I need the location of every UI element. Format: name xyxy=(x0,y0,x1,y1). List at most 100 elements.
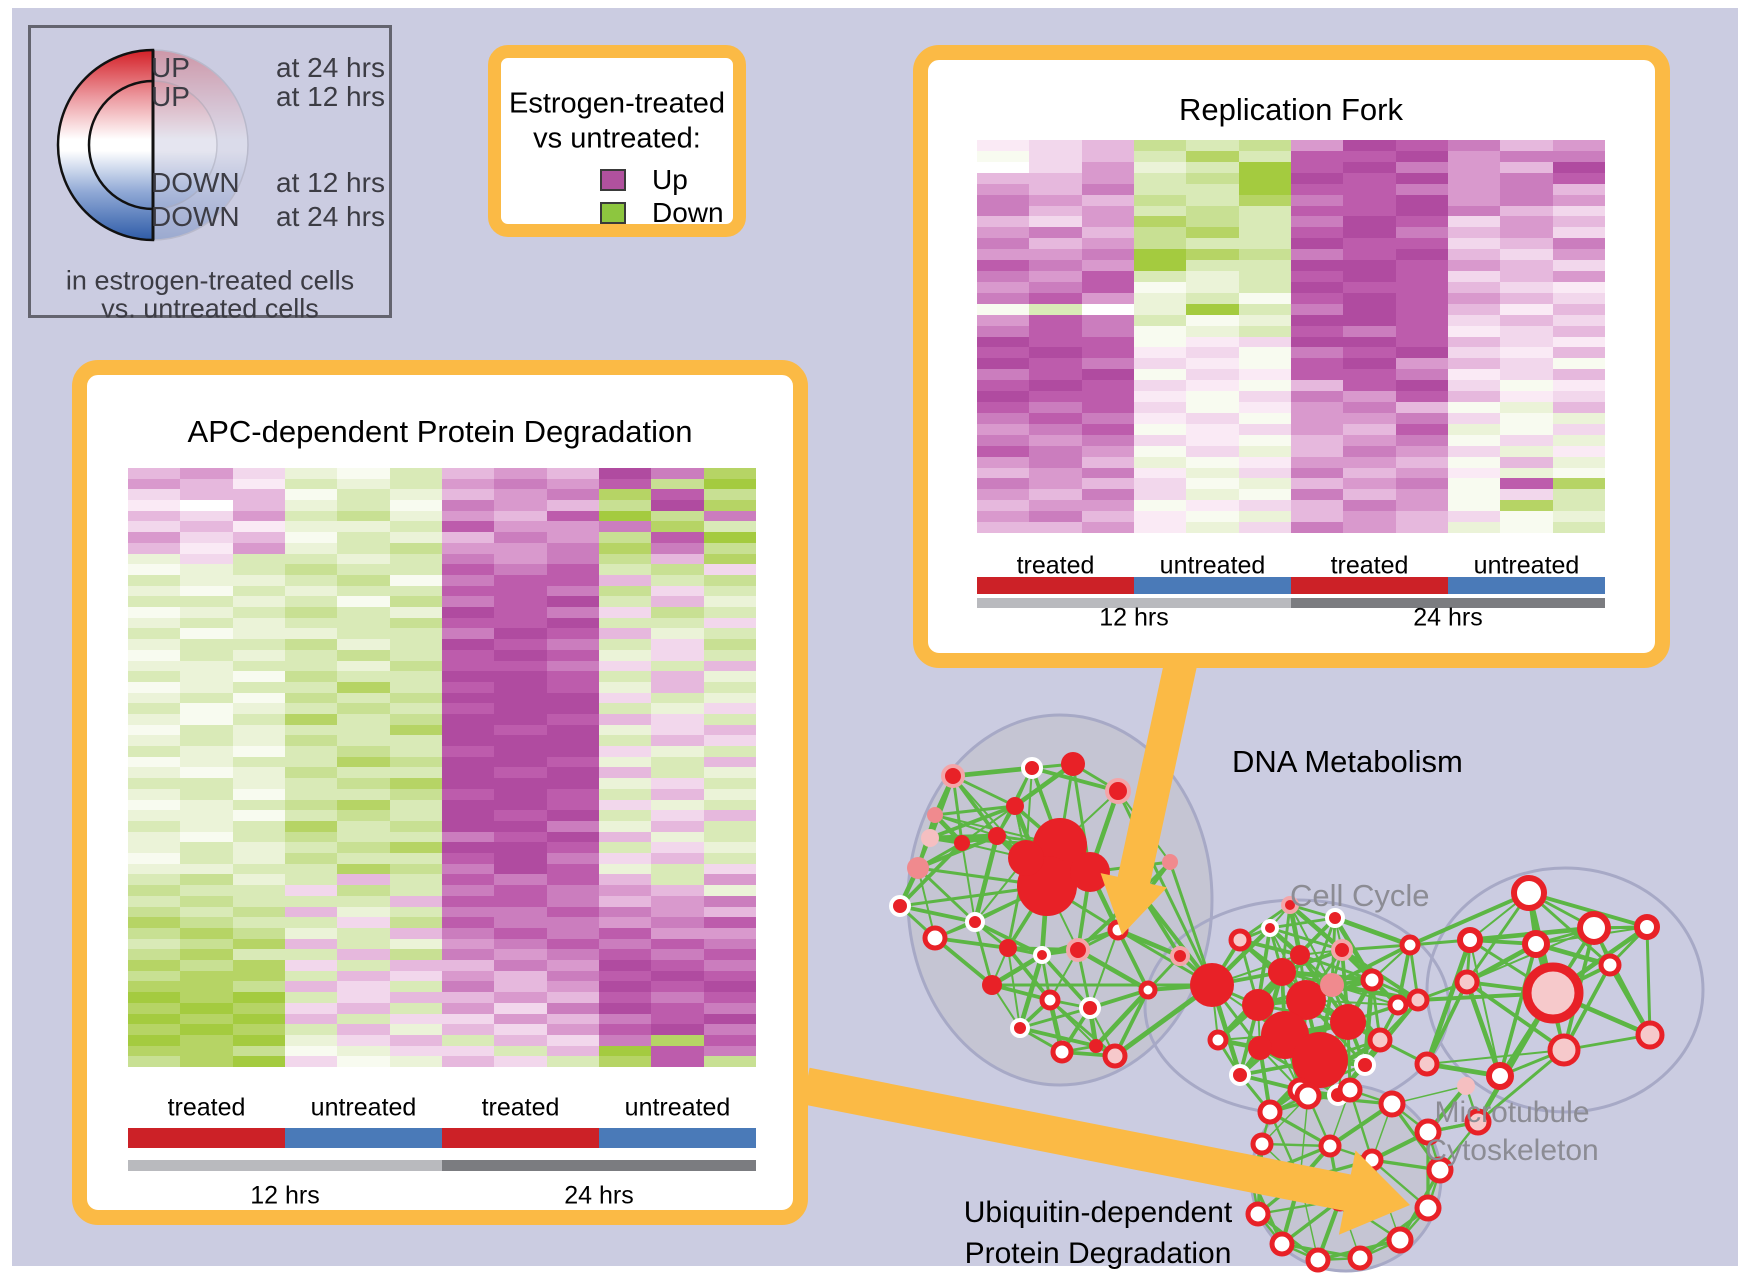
heatmap-cell xyxy=(977,314,1030,326)
heatmap-cell xyxy=(128,842,181,854)
heatmap-cell xyxy=(1343,500,1396,512)
heatmap-cell xyxy=(337,885,390,896)
gene-node xyxy=(1305,1247,1331,1273)
heatmap-cell xyxy=(128,489,181,501)
network-edge xyxy=(1268,916,1337,930)
up-color-swatch xyxy=(600,169,626,191)
heatmap-cell xyxy=(389,468,442,479)
heatmap-cell xyxy=(1447,292,1501,304)
cluster-label-ubiquitin: Ubiquitin-dependent xyxy=(964,1196,1233,1229)
gene-node xyxy=(1547,1033,1581,1067)
heatmap-cell xyxy=(651,853,704,864)
heatmap-cell xyxy=(180,724,233,736)
heatmap-cell xyxy=(1500,227,1553,239)
heatmap-cell xyxy=(494,853,547,864)
heatmap-row xyxy=(128,553,756,565)
heatmap-cell xyxy=(1395,445,1448,457)
heatmap-row xyxy=(977,391,1605,402)
gene-node xyxy=(1269,1231,1295,1257)
heatmap-cell xyxy=(180,863,233,875)
heatmap-cell xyxy=(494,714,547,725)
heatmap-cell xyxy=(1081,434,1134,446)
heatmap-cell xyxy=(1395,292,1448,304)
heatmap-cell xyxy=(1133,260,1187,271)
heatmap-cell xyxy=(284,532,338,543)
heatmap-cell xyxy=(546,981,599,993)
heatmap-cell xyxy=(977,238,1030,250)
heatmap-cell xyxy=(232,970,285,982)
gene-node xyxy=(1635,1020,1665,1050)
heatmap-cell xyxy=(1395,336,1448,348)
gene-node xyxy=(1347,1245,1373,1271)
heatmap-cell xyxy=(441,574,495,586)
heatmap-cell xyxy=(1552,423,1605,435)
gene-node xyxy=(1414,1118,1442,1146)
heatmap-cell xyxy=(598,842,652,854)
heatmap-cell xyxy=(1290,445,1344,457)
heatmap-row xyxy=(977,347,1605,359)
heatmap-cell xyxy=(598,500,652,511)
heatmap-cell xyxy=(180,799,233,811)
heatmap-cell xyxy=(1552,205,1605,217)
heatmap-row xyxy=(128,820,756,832)
heatmap-cell xyxy=(128,574,181,586)
heatmap-cell xyxy=(1395,511,1448,523)
heatmap-cell xyxy=(337,927,390,939)
heatmap-cell xyxy=(441,596,495,608)
heatmap-cell xyxy=(1133,194,1187,206)
network-edge xyxy=(898,904,977,924)
heatmap-cell xyxy=(1290,303,1344,315)
heatmap-row xyxy=(128,1002,756,1014)
heatmap-cell xyxy=(337,960,390,971)
heatmap-cell xyxy=(598,927,652,939)
heatmap-cell xyxy=(1500,140,1553,151)
heatmap-cell xyxy=(337,649,390,661)
heatmap-cell xyxy=(1290,522,1344,533)
network-edge xyxy=(1425,980,1469,1066)
heatmap-cell xyxy=(1343,423,1396,435)
heatmap-cell xyxy=(546,917,599,928)
heatmap-cell xyxy=(651,949,704,961)
heatmap-cell xyxy=(232,489,285,501)
heatmap-cell xyxy=(180,542,233,554)
heatmap-cell xyxy=(1447,227,1501,239)
heatmap-cell xyxy=(1343,183,1396,195)
heatmap-cell xyxy=(441,639,495,650)
heatmap-cell xyxy=(1238,150,1291,162)
heatmap-cell xyxy=(389,778,442,789)
heatmap-cell xyxy=(703,660,756,672)
heatmap-cell xyxy=(1133,336,1187,348)
network-edge xyxy=(1476,1048,1566,1124)
heatmap-cell xyxy=(651,831,704,843)
heatmap-cell xyxy=(232,820,285,832)
heatmap-cell xyxy=(1343,172,1396,184)
heatmap-cell xyxy=(1186,423,1239,435)
heatmap-cell xyxy=(128,553,181,565)
heatmap-cell xyxy=(337,639,390,650)
heatmap-cell xyxy=(389,746,442,757)
heatmap-cell xyxy=(1081,456,1134,468)
heatmap-cell xyxy=(651,1056,704,1067)
heatmap-cell xyxy=(128,1034,181,1046)
heatmap-row xyxy=(128,842,756,854)
heatmap-cell xyxy=(441,585,495,597)
heatmap-cell xyxy=(1081,380,1134,392)
heatmap-cell xyxy=(598,863,652,875)
heatmap-cell xyxy=(703,1034,756,1046)
heatmap-cell xyxy=(128,542,181,554)
heatmap-cell xyxy=(1029,205,1082,217)
heatmap-cell xyxy=(494,895,547,907)
network-edge xyxy=(1363,998,1420,1067)
heatmap-cell xyxy=(703,703,756,715)
heatmap-row xyxy=(128,574,756,586)
heatmap-row xyxy=(128,532,756,543)
heatmap-cell xyxy=(180,874,233,886)
heatmap-cell xyxy=(1186,238,1239,250)
heatmap-row xyxy=(977,412,1605,424)
heatmap-cell xyxy=(598,714,652,725)
heatmap-cell xyxy=(128,510,181,522)
heatmap-cell xyxy=(494,692,547,704)
heatmap-cell xyxy=(1290,140,1344,151)
heatmap-cell xyxy=(389,692,442,704)
